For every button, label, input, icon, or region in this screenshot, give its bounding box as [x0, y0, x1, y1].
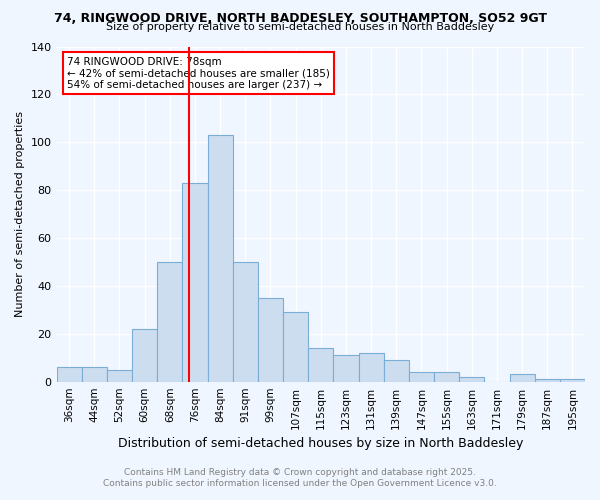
Bar: [434, 372, 459, 382]
Bar: [535, 380, 560, 382]
Bar: [258, 298, 283, 382]
Bar: [409, 372, 434, 382]
Bar: [82, 368, 107, 382]
Text: Size of property relative to semi-detached houses in North Baddesley: Size of property relative to semi-detach…: [106, 22, 494, 32]
Bar: [233, 262, 258, 382]
Bar: [334, 356, 359, 382]
Bar: [459, 377, 484, 382]
Bar: [509, 374, 535, 382]
Text: Contains HM Land Registry data © Crown copyright and database right 2025.
Contai: Contains HM Land Registry data © Crown c…: [103, 468, 497, 487]
Bar: [308, 348, 334, 382]
Bar: [208, 135, 233, 382]
Bar: [383, 360, 409, 382]
Y-axis label: Number of semi-detached properties: Number of semi-detached properties: [15, 111, 25, 317]
Bar: [560, 380, 585, 382]
Bar: [132, 329, 157, 382]
Bar: [182, 183, 208, 382]
Bar: [56, 368, 82, 382]
Bar: [107, 370, 132, 382]
Text: 74 RINGWOOD DRIVE: 78sqm
← 42% of semi-detached houses are smaller (185)
54% of : 74 RINGWOOD DRIVE: 78sqm ← 42% of semi-d…: [67, 56, 330, 90]
Text: 74, RINGWOOD DRIVE, NORTH BADDESLEY, SOUTHAMPTON, SO52 9GT: 74, RINGWOOD DRIVE, NORTH BADDESLEY, SOU…: [53, 12, 547, 26]
Bar: [283, 312, 308, 382]
Bar: [359, 353, 383, 382]
X-axis label: Distribution of semi-detached houses by size in North Baddesley: Distribution of semi-detached houses by …: [118, 437, 523, 450]
Bar: [157, 262, 182, 382]
